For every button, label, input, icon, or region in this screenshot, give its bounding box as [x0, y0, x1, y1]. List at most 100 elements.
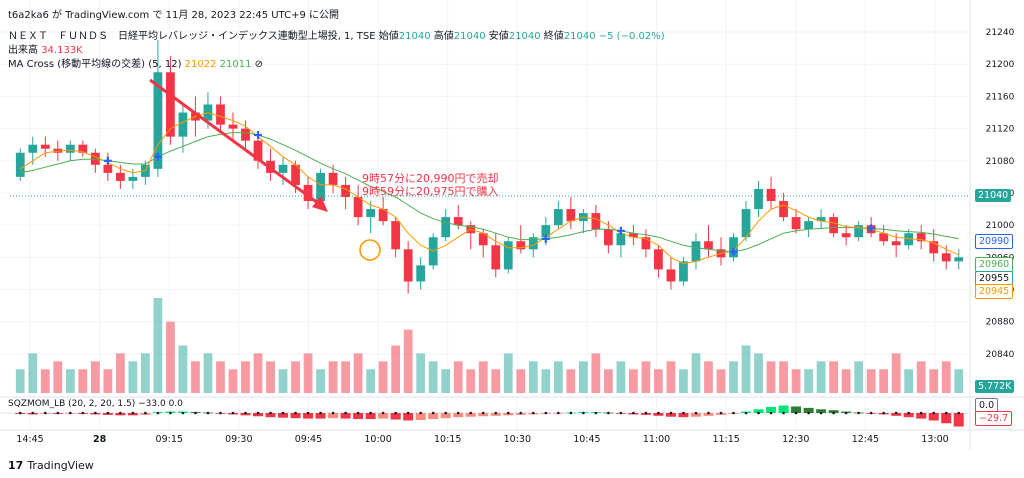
ma-cross-marker — [103, 156, 112, 165]
squeeze-dot — [794, 411, 798, 415]
osc-bar — [665, 413, 676, 417]
ma-legend[interactable]: MA Cross (移動平均線の交差) (5, 12) 21022 21011 … — [8, 55, 263, 70]
candle-body — [416, 265, 426, 282]
squeeze-dot — [106, 411, 110, 415]
candle-body — [541, 225, 551, 238]
price-tick-label: 20880 — [986, 318, 1015, 328]
candle-body — [629, 233, 638, 238]
volume-bar — [166, 321, 175, 393]
squeeze-dot — [732, 411, 735, 415]
squeeze-dot — [481, 411, 485, 415]
squeeze-dot — [557, 411, 560, 415]
squeeze-dot — [219, 411, 222, 415]
c-label: 終値 — [543, 31, 564, 42]
volume-bar — [616, 361, 626, 393]
squeeze-dot — [94, 411, 97, 415]
squeeze-dot — [832, 411, 835, 415]
squeeze-dot — [194, 411, 197, 415]
price-tag-blue: 20990 — [975, 234, 1014, 249]
osc-bar — [365, 413, 376, 420]
candle-body — [516, 241, 526, 250]
volume-bar — [478, 361, 488, 393]
volume-bar — [90, 361, 100, 393]
squeeze-dot — [356, 411, 360, 415]
volume-bar — [841, 369, 851, 393]
squeeze-dot — [719, 411, 723, 415]
price-tick-label: 21160 — [986, 92, 1015, 102]
osc-bar — [828, 410, 839, 413]
h-value: 21040 — [453, 31, 486, 42]
volume-bar — [791, 369, 801, 393]
squeeze-dot — [206, 411, 210, 415]
osc-values: −33.0 0.0 — [138, 399, 183, 409]
volume-bar — [754, 353, 763, 393]
osc-bar — [253, 413, 264, 417]
volume-bar — [779, 361, 788, 393]
candle-body — [553, 209, 563, 226]
candle-body — [666, 269, 676, 282]
volume-bar — [766, 361, 776, 393]
ma-cross-marker — [254, 131, 263, 140]
squeeze-dot — [156, 411, 160, 415]
time-tick-label: 09:15 — [156, 434, 183, 445]
candle-body — [453, 217, 463, 226]
candle-body — [341, 184, 350, 197]
volume-bar — [854, 361, 864, 393]
volume-bar — [428, 361, 438, 393]
candle-body — [303, 184, 313, 202]
volume-bar — [453, 361, 463, 393]
squeeze-dot — [707, 411, 710, 415]
volume-bar — [566, 369, 576, 393]
squeeze-dot — [419, 411, 422, 415]
tradingview-logo[interactable]: 17 TradingView — [8, 459, 94, 472]
candle-body — [228, 124, 238, 129]
candle-body — [679, 261, 688, 282]
squeeze-dot — [544, 411, 548, 415]
candle-body — [278, 164, 288, 173]
candle-body — [704, 241, 713, 250]
volume-value: 34.133K — [41, 45, 83, 56]
volume-bar — [491, 369, 501, 393]
price-tick-label: 21240 — [986, 28, 1015, 38]
volume-bar — [729, 361, 738, 393]
volume-bar — [866, 369, 876, 393]
volume-bar — [804, 369, 813, 393]
volume-bar — [679, 369, 688, 393]
osc-bar — [778, 405, 789, 413]
squeeze-dot — [944, 411, 948, 415]
candle-body — [78, 144, 88, 153]
symbol-name: ＮＥＸＴ ＦＵＮＤＳ 日経平均レバレッジ・インデックス連動型上場投, 1, TS… — [8, 31, 376, 42]
squeeze-dot — [456, 411, 460, 415]
volume-label: 出来高 — [8, 45, 38, 56]
change-value: −5 (−0.02%) — [598, 31, 665, 42]
price-tick-label: 21000 — [986, 221, 1015, 231]
squeeze-dot — [369, 411, 372, 415]
squeeze-dot — [256, 411, 260, 415]
candle-body — [40, 144, 50, 149]
volume-bar — [328, 361, 338, 393]
trade-marker-circle — [359, 239, 381, 261]
squeeze-dot — [531, 411, 535, 415]
volume-bar — [203, 353, 213, 393]
volume-bar — [103, 369, 113, 393]
osc-bar — [453, 413, 464, 418]
squeeze-dot — [406, 411, 410, 415]
volume-bar — [666, 361, 676, 393]
osc-bar — [465, 413, 476, 417]
squeeze-dot — [381, 411, 385, 415]
volume-bar — [891, 353, 901, 393]
eye-off-icon[interactable]: ⊘ — [254, 59, 264, 70]
volume-bar — [403, 329, 413, 393]
candle-body — [103, 164, 113, 173]
l-value: 21040 — [508, 31, 541, 42]
time-tick-label: 09:45 — [295, 434, 322, 445]
osc-bar — [315, 413, 326, 419]
osc-bar — [490, 413, 501, 416]
volume-bar — [528, 361, 538, 393]
volume-bar — [929, 369, 939, 393]
volume-bar — [654, 369, 663, 393]
candle-body — [528, 237, 538, 250]
time-tick-label: 11:00 — [643, 434, 670, 445]
volume-bar — [15, 369, 25, 393]
